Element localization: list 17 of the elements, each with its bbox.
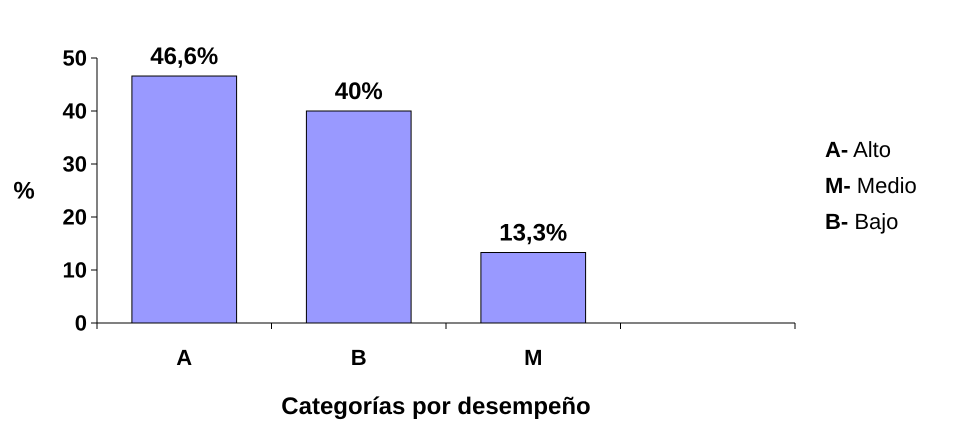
y-tick-label: 50 <box>62 46 87 71</box>
y-axis-title: % <box>13 178 35 204</box>
x-tick-label: B <box>350 345 367 370</box>
text: M- Medio <box>825 173 917 198</box>
data-label: 46,6% <box>150 43 218 70</box>
y-tick-label: 30 <box>62 152 87 177</box>
x-tick-label: M <box>524 345 542 370</box>
y-tick-label: 10 <box>62 258 87 283</box>
x-tick-label: A <box>176 345 192 370</box>
y-tick-label: 20 <box>62 204 87 230</box>
y-tick-label: 40 <box>62 98 87 124</box>
data-label: 13,3% <box>499 220 568 247</box>
text: B- Bajo <box>825 209 898 234</box>
x-axis-title: Categorías por desempeño <box>281 393 591 420</box>
y-tick-label: 0 <box>74 310 87 336</box>
data-label: 40% <box>334 78 383 105</box>
text: A- Alto <box>825 137 892 162</box>
